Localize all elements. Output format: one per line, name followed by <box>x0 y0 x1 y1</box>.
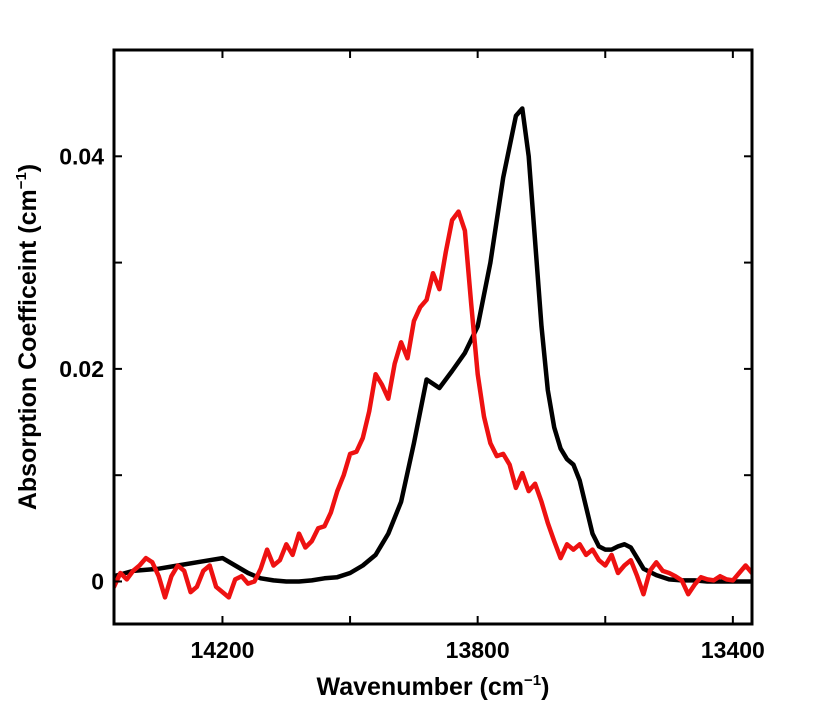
x-tick-label: 13400 <box>701 637 765 663</box>
x-axis-title: Wavenumber (cm−1) <box>317 672 550 701</box>
x-axis-title-text: Wavenumber (cm <box>317 673 524 701</box>
x-axis-title-suffix: ) <box>541 673 549 701</box>
x-tick-label: 13800 <box>446 637 510 663</box>
y-axis-title: Absorption Coefficeint (cm−1) <box>13 164 42 510</box>
plot-area <box>114 106 752 600</box>
y-axis-title-suffix: ) <box>14 164 42 172</box>
y-axis-title-text: Absorption Coefficeint (cm <box>14 189 42 510</box>
y-axis-title-superscript: −1 <box>13 172 30 189</box>
y-tick-label: 0.02 <box>59 356 104 382</box>
x-axis-title-superscript: −1 <box>524 672 541 689</box>
series-line-red <box>114 209 752 600</box>
x-tick-label: 14200 <box>190 637 254 663</box>
series-line-black <box>114 106 752 584</box>
y-tick-label: 0.04 <box>59 143 104 169</box>
y-tick-label: 0 <box>91 568 104 594</box>
axis-ticks <box>114 50 752 624</box>
plot-frame <box>112 48 754 626</box>
tick-labels: 14200 13800 13400 0 0.02 0.04 <box>59 143 765 663</box>
